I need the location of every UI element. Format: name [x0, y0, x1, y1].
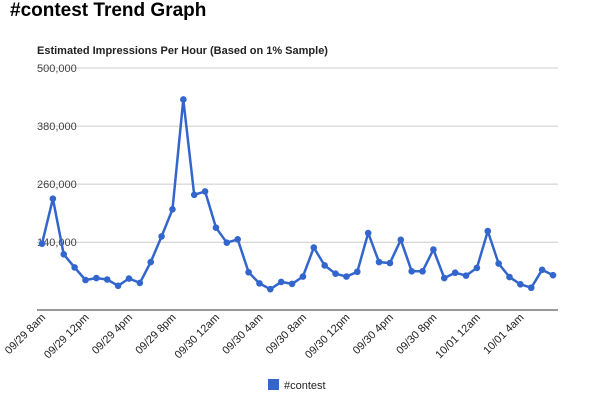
- data-point: [169, 206, 176, 213]
- data-point: [375, 258, 383, 266]
- series-group: [38, 96, 557, 293]
- x-tick-label: 09/30 12pm: [303, 312, 353, 362]
- data-point: [343, 273, 350, 280]
- data-point: [353, 268, 361, 276]
- y-tick-label: 260,000: [37, 179, 77, 191]
- y-axis-ticks: 500,000 380,000 260,000 140,000: [37, 63, 77, 249]
- data-point: [440, 274, 448, 282]
- y-tick-label: 380,000: [37, 121, 77, 133]
- data-point: [147, 258, 155, 266]
- legend-label: #contest: [284, 380, 326, 392]
- data-point: [158, 233, 165, 240]
- data-point: [364, 229, 372, 237]
- data-point: [386, 259, 394, 267]
- chart-legend: #contest: [268, 379, 326, 392]
- data-point: [299, 273, 307, 280]
- data-point: [136, 279, 144, 287]
- data-point: [114, 282, 122, 290]
- data-point: [408, 267, 415, 275]
- data-point: [506, 273, 513, 281]
- x-tick-label: 10/01 4am: [481, 312, 526, 357]
- data-point: [419, 267, 426, 275]
- data-point: [538, 266, 546, 274]
- data-point: [527, 284, 535, 292]
- x-tick-label: 09/30 12am: [173, 312, 223, 362]
- data-point: [125, 275, 133, 282]
- legend-swatch: [268, 379, 279, 390]
- data-point: [38, 240, 46, 247]
- x-tick-label: 09/29 8pm: [133, 312, 178, 357]
- data-point: [288, 280, 296, 288]
- data-point: [473, 264, 481, 272]
- data-point: [451, 269, 459, 277]
- data-point: [332, 270, 339, 278]
- x-tick-label: 09/29 4pm: [90, 312, 135, 357]
- data-point: [71, 264, 78, 271]
- x-tick-label: 10/01 12am: [433, 312, 483, 362]
- data-point: [201, 188, 209, 195]
- data-point: [397, 236, 405, 244]
- data-point: [49, 195, 57, 202]
- x-tick-label: 09/29 8am: [3, 312, 48, 357]
- data-point: [93, 274, 100, 282]
- data-point: [60, 251, 68, 258]
- data-point: [223, 239, 231, 247]
- chart-title: Estimated Impressions Per Hour (Based on…: [37, 45, 328, 57]
- data-point: [321, 262, 328, 269]
- data-point: [517, 281, 524, 288]
- data-point: [484, 227, 492, 235]
- data-point: [234, 236, 242, 243]
- y-tick-label: 500,000: [37, 63, 77, 75]
- data-point: [277, 278, 285, 286]
- x-tick-label: 09/29 12pm: [42, 312, 92, 362]
- data-point: [180, 96, 187, 103]
- data-point: [310, 244, 318, 251]
- data-point: [103, 276, 111, 283]
- y-tick-label: 140,000: [37, 237, 77, 249]
- data-point: [190, 191, 198, 199]
- data-point: [549, 271, 557, 279]
- data-point: [82, 276, 89, 284]
- x-tick-label: 09/30 4pm: [351, 312, 396, 357]
- x-tick-label: 09/30 4am: [220, 312, 265, 357]
- data-point: [267, 285, 274, 293]
- data-point: [495, 260, 502, 267]
- x-tick-label: 09/30 8pm: [394, 312, 439, 357]
- page-title: #contest Trend Graph: [10, 0, 207, 21]
- data-point: [462, 272, 470, 279]
- data-point: [245, 268, 252, 276]
- data-point: [212, 224, 220, 232]
- x-tick-label: 09/30 8am: [264, 312, 309, 357]
- series-line-contest: [40, 98, 555, 291]
- chart-gridlines: [37, 67, 558, 243]
- data-point: [430, 246, 437, 253]
- data-point: [256, 280, 263, 287]
